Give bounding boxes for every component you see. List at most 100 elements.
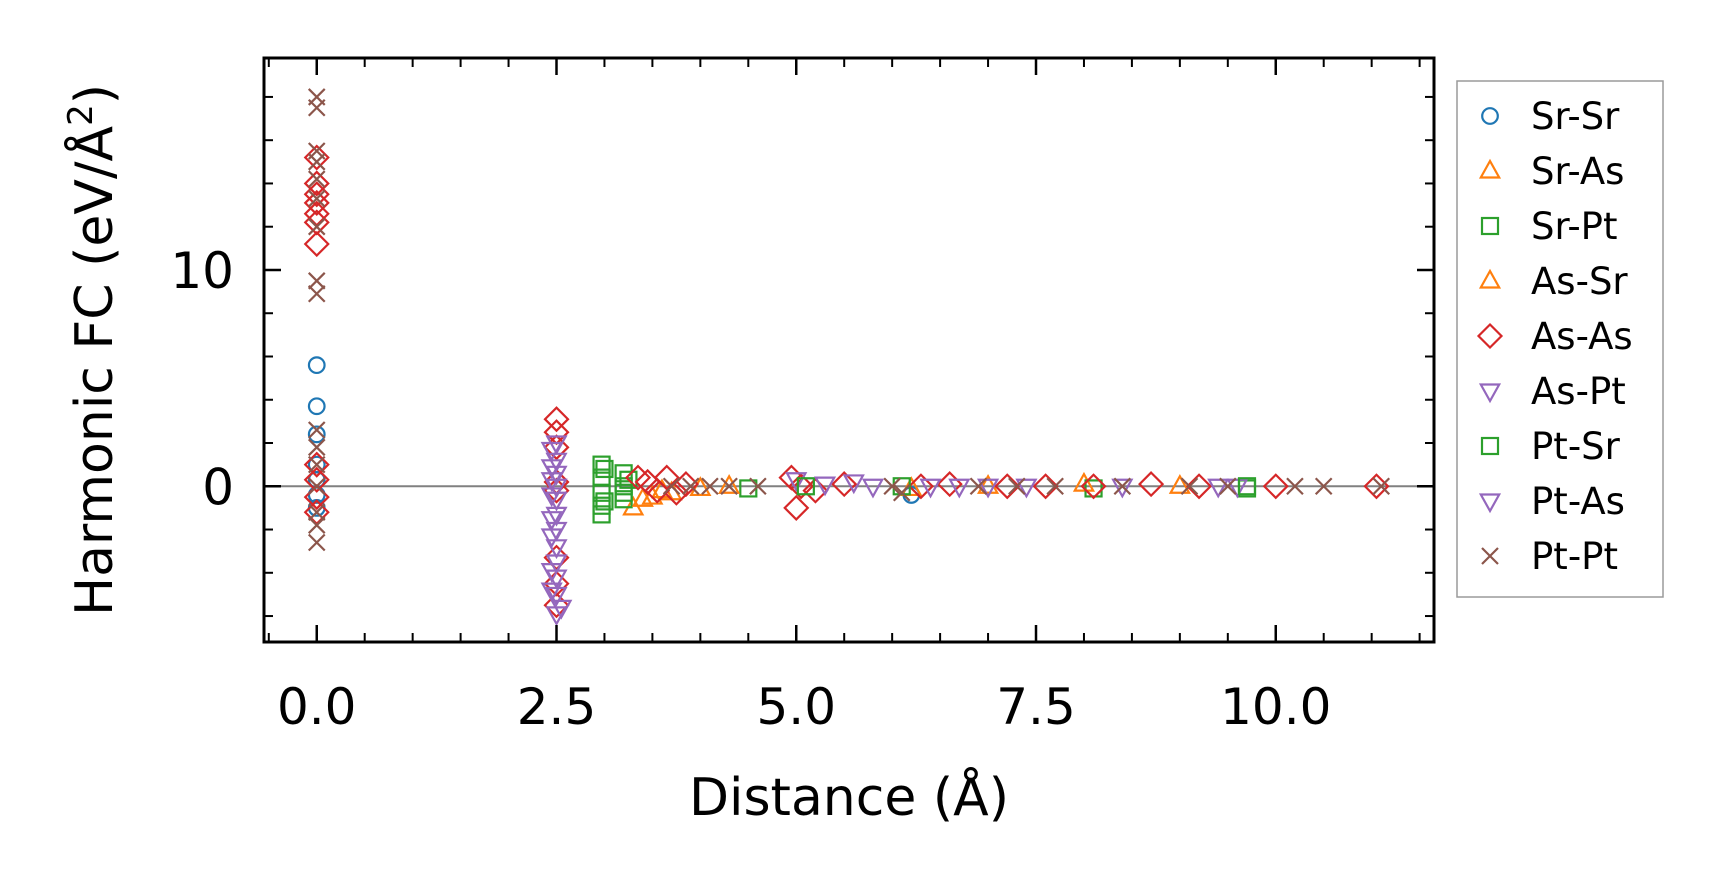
data-point (307, 516, 326, 534)
data-point (919, 478, 942, 499)
data-point (1072, 471, 1096, 492)
legend-marker (1478, 493, 1502, 514)
data-point (307, 272, 326, 290)
data-point (540, 472, 563, 493)
series-as-as (303, 144, 1390, 619)
data-point (614, 483, 633, 502)
series-pt-as (540, 441, 1230, 620)
data-point (796, 477, 815, 496)
legend-marker (1478, 158, 1502, 179)
data-point (550, 599, 573, 620)
data-point (1080, 473, 1107, 500)
data-point (540, 441, 563, 462)
series-sr-sr (307, 356, 921, 517)
data-point (976, 474, 1000, 494)
data-point (592, 455, 611, 474)
data-point (307, 98, 326, 117)
legend-entry-as-pt: As-Pt (1478, 370, 1626, 413)
data-point (307, 397, 326, 416)
data-point (1180, 477, 1199, 496)
x-tick-label: 7.5 (996, 678, 1076, 736)
data-point (543, 544, 570, 571)
legend-marker (1480, 216, 1500, 236)
x-tick-label: 10.0 (1220, 678, 1331, 736)
data-point (307, 421, 326, 439)
legend-entry-pt-as: Pt-As (1478, 480, 1625, 523)
data-point (831, 471, 858, 498)
data-point (1237, 477, 1257, 496)
data-point (307, 438, 326, 457)
data-point (883, 477, 901, 496)
data-point (785, 472, 808, 493)
data-point (307, 425, 326, 444)
data-point (540, 511, 563, 531)
axis-ticks-layer (264, 58, 1434, 642)
data-point (307, 533, 326, 552)
data-point (1046, 477, 1064, 496)
y-tick-label: 10 (170, 242, 234, 300)
series-as-pt (545, 435, 1249, 627)
data-point (1015, 478, 1038, 499)
data-point (1185, 473, 1213, 500)
data-point (1168, 474, 1191, 494)
data-point (540, 459, 563, 480)
legend-label: Sr-Pt (1531, 205, 1618, 248)
data-point (842, 474, 865, 495)
y-axis-label-end: ) (65, 84, 125, 104)
data-point (307, 170, 326, 188)
legend-entry-sr-pt: Sr-Pt (1480, 205, 1618, 248)
data-point (1262, 473, 1289, 500)
legend-marker (1481, 547, 1499, 565)
legend-label: Pt-Sr (1531, 425, 1621, 468)
data-point (307, 356, 326, 375)
data-point (307, 217, 326, 236)
data-point (948, 478, 971, 499)
legend-label: Sr-As (1531, 150, 1624, 193)
data-point (802, 477, 829, 504)
data-point (303, 466, 330, 493)
legend-marker (1478, 268, 1502, 289)
y-axis-label-superscript: 2 (61, 104, 101, 126)
data-point (303, 189, 330, 216)
y-axis-label-main: Harmonic FC (eV/Å (63, 125, 125, 616)
data-point (1113, 477, 1132, 496)
data-point (307, 284, 326, 303)
x-axis-label: Distance (Å) (689, 766, 1009, 828)
data-point (545, 491, 568, 512)
data-point (631, 486, 654, 507)
legend-marker (1480, 436, 1500, 456)
legend: Sr-Sr Sr-As Sr-Pt As-Sr As-As As-Pt Pt-Sr Pt-As… (1456, 80, 1664, 598)
y-axis-label: Harmonic FC (eV/Å2) (61, 84, 125, 616)
data-point (641, 484, 664, 505)
data-point (545, 506, 568, 527)
legend-entry-as-as: As-As (1476, 315, 1633, 358)
legend-label: Pt-As (1531, 480, 1625, 523)
data-points-layer (303, 88, 1391, 627)
y-tick-label: 0 (202, 458, 234, 516)
legend-marker (1478, 383, 1502, 404)
data-point (783, 494, 810, 521)
data-point (1314, 477, 1333, 496)
data-point (619, 470, 638, 489)
data-point (1138, 471, 1165, 498)
legend-label: Sr-Sr (1531, 95, 1620, 138)
data-point (1207, 478, 1230, 499)
data-point (540, 487, 563, 508)
plot-frame (262, 56, 1436, 644)
legend-entries: Sr-Sr Sr-As Sr-Pt As-Sr As-As As-Pt Pt-Sr Pt-As… (1476, 95, 1633, 578)
data-point (1032, 473, 1059, 500)
legend-frame (1456, 80, 1664, 598)
data-point (653, 464, 680, 491)
data-point (749, 477, 767, 496)
data-point (595, 492, 614, 511)
data-point (307, 503, 326, 521)
legend-label: As-Sr (1531, 260, 1628, 303)
series-pt-pt (307, 88, 1391, 552)
legend-entry-as-sr: As-Sr (1478, 260, 1628, 303)
data-point (545, 586, 568, 607)
data-point (1286, 477, 1304, 496)
data-point (307, 477, 326, 496)
data-point (861, 478, 885, 499)
data-point (307, 189, 326, 208)
